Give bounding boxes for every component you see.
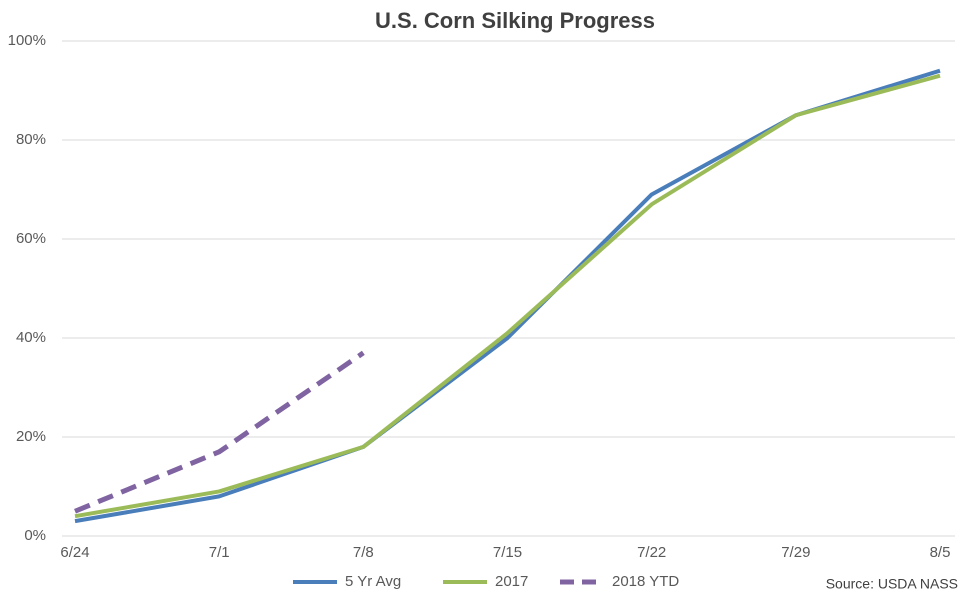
legend-label: 5 Yr Avg (345, 573, 401, 590)
x-tick-label: 7/15 (493, 544, 522, 561)
series-line (74, 350, 365, 514)
series-line (74, 73, 941, 519)
y-tick-label: 0% (24, 527, 46, 544)
x-tick-label: 7/1 (209, 544, 230, 561)
x-tick-label: 6/24 (60, 544, 89, 561)
y-tick-label: 100% (8, 32, 46, 49)
legend-label: 2018 YTD (612, 573, 679, 590)
y-tick-label: 80% (16, 131, 46, 148)
y-tick-label: 60% (16, 230, 46, 247)
y-tick-label: 40% (16, 329, 46, 346)
chart-title: U.S. Corn Silking Progress (375, 8, 655, 33)
x-tick-label: 8/5 (930, 544, 951, 561)
series-line (74, 68, 941, 524)
x-tick-label: 7/8 (353, 544, 374, 561)
legend-label: 2017 (495, 573, 528, 590)
source-note: Source: USDA NASS (826, 576, 958, 592)
x-tick-label: 7/22 (637, 544, 666, 561)
y-tick-label: 20% (16, 428, 46, 445)
x-tick-label: 7/29 (781, 544, 810, 561)
